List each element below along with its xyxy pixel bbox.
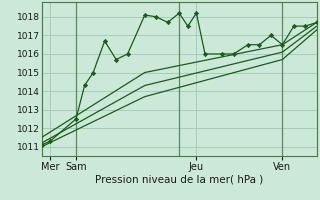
- X-axis label: Pression niveau de la mer( hPa ): Pression niveau de la mer( hPa ): [95, 174, 263, 184]
